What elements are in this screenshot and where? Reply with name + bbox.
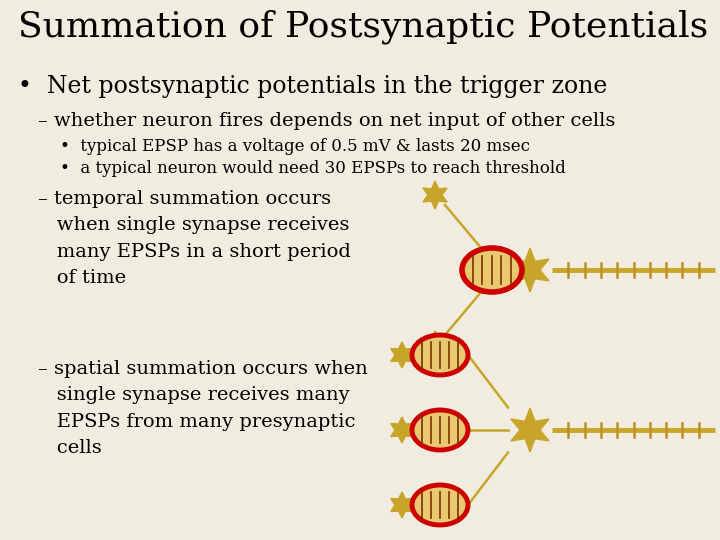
Polygon shape [391,342,413,368]
Polygon shape [511,248,549,292]
Text: •  Net postsynaptic potentials in the trigger zone: • Net postsynaptic potentials in the tri… [18,75,608,98]
Ellipse shape [462,248,522,292]
Polygon shape [423,331,447,359]
Text: •  typical EPSP has a voltage of 0.5 mV & lasts 20 msec: • typical EPSP has a voltage of 0.5 mV &… [60,138,530,155]
Polygon shape [423,181,447,209]
Text: – whether neuron fires depends on net input of other cells: – whether neuron fires depends on net in… [38,112,616,130]
Polygon shape [511,408,549,452]
Text: •  a typical neuron would need 30 EPSPs to reach threshold: • a typical neuron would need 30 EPSPs t… [60,160,566,177]
Text: – spatial summation occurs when
   single synapse receives many
   EPSPs from ma: – spatial summation occurs when single s… [38,360,368,457]
Ellipse shape [412,410,468,450]
Polygon shape [391,417,413,443]
Text: – temporal summation occurs
   when single synapse receives
   many EPSPs in a s: – temporal summation occurs when single … [38,190,351,287]
Polygon shape [391,492,413,518]
Ellipse shape [412,335,468,375]
Ellipse shape [412,485,468,525]
Text: Summation of Postsynaptic Potentials: Summation of Postsynaptic Potentials [18,10,708,44]
